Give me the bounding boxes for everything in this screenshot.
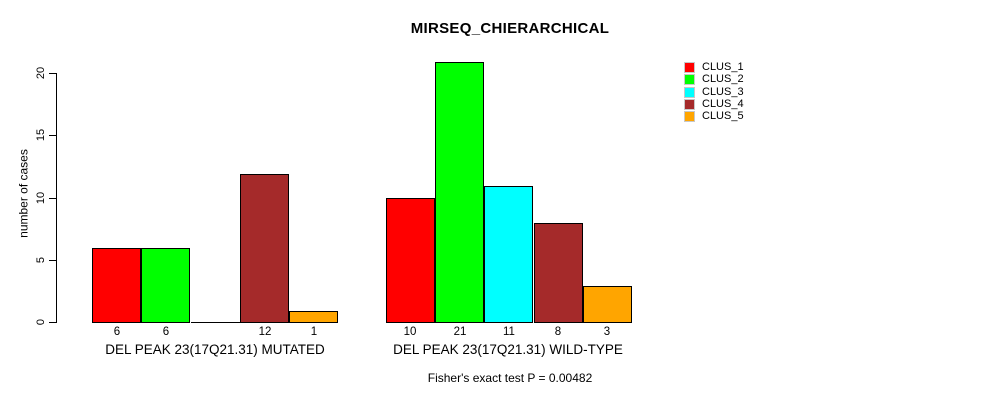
bar-value-label: 1 [310,326,318,338]
bar-value-label: 21 [453,326,467,338]
legend-swatch-clus_4 [684,99,695,110]
chart-title: MIRSEQ_CHIERARCHICAL [410,20,610,37]
y-tick-label: 15 [35,128,47,142]
bar-clus_5 [289,311,338,323]
legend-swatch-clus_2 [684,74,695,85]
y-axis-tick [49,73,56,74]
y-axis-tick [49,260,56,261]
fisher-test-annotation: Fisher's exact test P = 0.00482 [427,371,593,385]
bar-value-label: 12 [258,326,272,338]
bar-clus_3 [484,186,533,323]
bar-clus_3 [191,322,240,323]
legend-swatch-clus_1 [684,62,695,73]
y-tick-label: 5 [35,256,47,264]
y-axis-tick [49,322,56,323]
legend-label-clus_4: CLUS_4 [702,98,744,110]
bar-value-label: 10 [403,326,417,338]
legend-label-clus_2: CLUS_2 [702,73,744,85]
y-axis-tick [49,135,56,136]
bar-clus_1 [386,198,435,323]
bar-clus_5 [583,286,632,323]
legend-label-clus_1: CLUS_1 [702,61,744,73]
bar-value-label: 8 [554,326,562,338]
x-group-label-mutated: DEL PEAK 23(17Q21.31) MUTATED [105,342,325,357]
bar-value-label: 6 [113,326,121,338]
legend-label-clus_5: CLUS_5 [702,110,744,122]
bar-clus_4 [534,223,583,323]
bar-clus_1 [92,248,141,323]
y-tick-label: 10 [35,191,47,205]
y-axis-line [56,73,57,323]
bar-clus_2 [435,62,484,323]
y-tick-label: 20 [35,66,47,80]
x-group-label-wild-type: DEL PEAK 23(17Q21.31) WILD-TYPE [393,342,623,357]
bar-value-label: 6 [162,326,170,338]
legend-swatch-clus_5 [684,111,695,122]
bar-clus_4 [240,174,289,323]
bar-value-label: 11 [503,326,515,338]
y-axis-tick [49,198,56,199]
legend-label-clus_3: CLUS_3 [702,86,744,98]
y-tick-label: 0 [35,318,47,326]
bar-value-label: 3 [603,326,611,338]
y-axis-title: number of cases [16,149,31,238]
bar-clus_2 [141,248,190,323]
legend-swatch-clus_3 [684,87,695,98]
